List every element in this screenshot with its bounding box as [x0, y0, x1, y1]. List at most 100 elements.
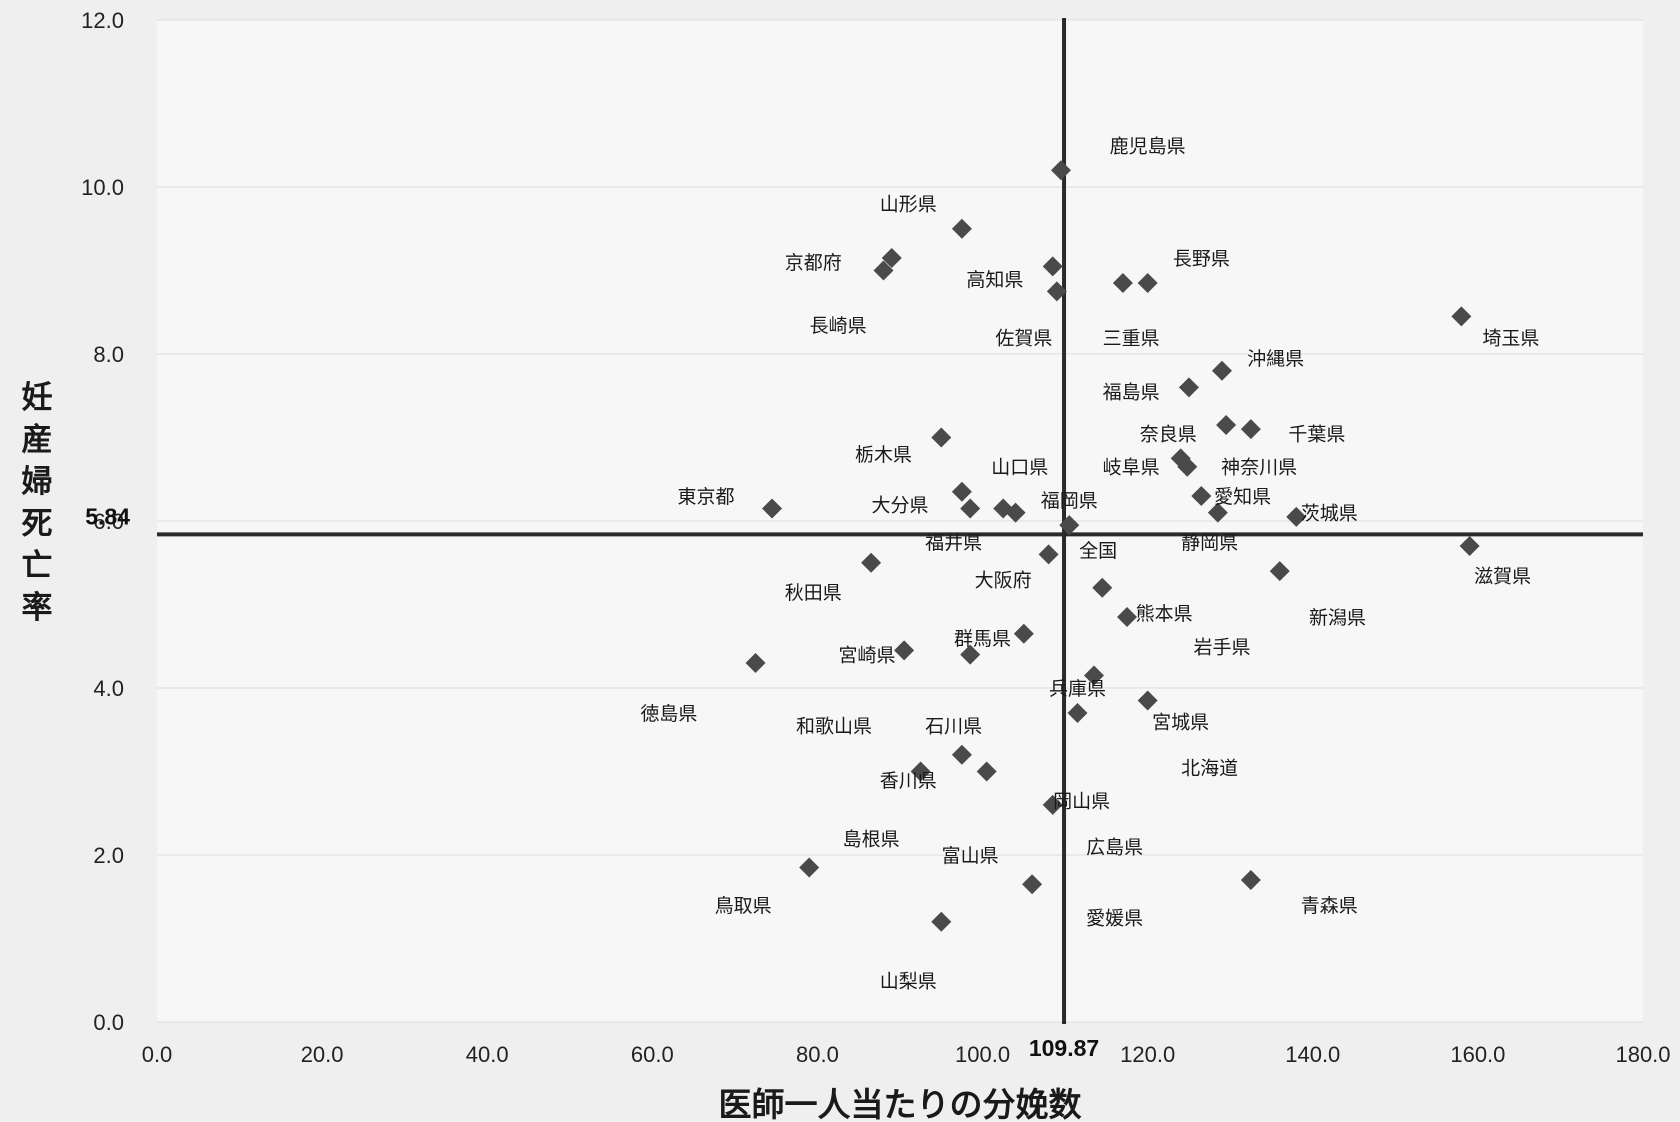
- y-tick-label: 6.0: [93, 509, 124, 534]
- data-point: [894, 640, 915, 661]
- data-point: [1059, 515, 1080, 536]
- point-label: 兵庫県: [1049, 678, 1106, 700]
- point-label: 静岡県: [1181, 532, 1238, 554]
- x-tick-label: 20.0: [301, 1042, 344, 1067]
- point-label: 愛媛県: [1086, 908, 1143, 930]
- data-point: [1067, 703, 1088, 724]
- point-label: 山形県: [880, 194, 937, 216]
- data-point: [951, 218, 972, 239]
- point-label: 福島県: [1103, 382, 1160, 404]
- data-point: [1177, 456, 1198, 477]
- point-label: 長野県: [1173, 248, 1230, 270]
- data-point: [1042, 794, 1063, 815]
- data-point: [1042, 256, 1063, 277]
- y-axis-title: 妊産婦死亡率: [21, 380, 53, 626]
- point-label: 新潟県: [1309, 607, 1366, 629]
- point-label: 岡山県: [1053, 791, 1110, 813]
- data-point: [951, 481, 972, 502]
- point-label: 高知県: [966, 269, 1023, 291]
- point-label: 福岡県: [1041, 490, 1098, 512]
- point-label: 北海道: [1181, 757, 1238, 779]
- x-tick-label: 140.0: [1285, 1042, 1340, 1067]
- data-point: [1178, 377, 1199, 398]
- data-point: [799, 857, 820, 878]
- point-label: 大分県: [871, 494, 928, 516]
- data-point: [1046, 281, 1067, 302]
- point-label: 神奈川県: [1221, 457, 1297, 479]
- data-point: [1005, 502, 1026, 523]
- point-label: 東京都: [677, 486, 734, 508]
- point-label: 愛知県: [1214, 486, 1271, 508]
- point-label: 埼玉県: [1482, 327, 1539, 349]
- point-label: 宮崎県: [838, 645, 895, 667]
- point-label: 群馬県: [954, 628, 1011, 650]
- data-point: [976, 761, 997, 782]
- y-tick-label: 4.0: [93, 676, 124, 701]
- x-tick-label: 160.0: [1450, 1042, 1505, 1067]
- point-label: 徳島県: [640, 703, 697, 725]
- point-label: 香川県: [880, 770, 937, 792]
- y-tick-label: 2.0: [93, 843, 124, 868]
- x-reference-label: 109.87: [1029, 1035, 1099, 1061]
- point-label: 大阪府: [975, 569, 1032, 591]
- data-point: [1286, 506, 1307, 527]
- data-point: [873, 260, 894, 281]
- data-point: [1013, 623, 1034, 644]
- data-point: [1211, 360, 1232, 381]
- data-point: [762, 498, 783, 519]
- point-label: 和歌山県: [796, 716, 872, 738]
- point-label: 山梨県: [880, 970, 937, 992]
- data-point: [1191, 485, 1212, 506]
- x-tick-label: 100.0: [955, 1042, 1010, 1067]
- data-point: [881, 247, 902, 268]
- point-label: 栃木県: [855, 444, 912, 466]
- y-tick-label: 12.0: [81, 8, 124, 33]
- data-point: [1112, 273, 1133, 294]
- gridlines: [157, 19, 1643, 1023]
- x-axis-title: 医師一人当たりの分娩数: [719, 1085, 1083, 1122]
- x-tick-label: 60.0: [631, 1042, 674, 1067]
- point-label: 全国: [1079, 540, 1117, 562]
- x-tick-label: 80.0: [796, 1042, 839, 1067]
- data-point: [1022, 874, 1043, 895]
- point-label: 奈良県: [1140, 423, 1197, 445]
- point-label: 宮城県: [1152, 711, 1209, 733]
- point-label: 京都府: [785, 252, 842, 274]
- data-point: [1137, 690, 1158, 711]
- point-label: 千葉県: [1288, 423, 1345, 445]
- data-point: [1137, 273, 1158, 294]
- data-point: [1240, 870, 1261, 891]
- axis-ticks: 0.0 2.0 4.0 6.0 8.0 10.0 12.0 0.0 20.0 40.0 60.0 80…: [81, 8, 1670, 1067]
- point-label: 青森県: [1301, 895, 1358, 917]
- data-point: [1240, 419, 1261, 440]
- data-point: [1084, 665, 1105, 686]
- point-label: 広島県: [1086, 837, 1143, 859]
- point-label: 富山県: [942, 845, 999, 867]
- data-point: [861, 552, 882, 573]
- point-label: 熊本県: [1136, 603, 1193, 625]
- data-point: [960, 498, 981, 519]
- data-point: [745, 652, 766, 673]
- point-label: 沖縄県: [1247, 348, 1304, 370]
- data-point: [1050, 160, 1071, 181]
- point-label: 長崎県: [810, 315, 867, 337]
- point-label: 岐阜県: [1103, 457, 1160, 479]
- point-label: 秋田県: [785, 582, 842, 604]
- x-tick-label: 40.0: [466, 1042, 509, 1067]
- point-label: 滋賀県: [1474, 565, 1531, 587]
- data-point: [931, 427, 952, 448]
- point-label: 福井県: [925, 532, 982, 554]
- y-reference-label: 5.84: [85, 503, 130, 529]
- data-point: [1269, 561, 1290, 582]
- data-point: [1207, 502, 1228, 523]
- point-label: 石川県: [925, 716, 982, 738]
- y-tick-label: 0.0: [93, 1010, 124, 1035]
- x-tick-label: 120.0: [1120, 1042, 1175, 1067]
- point-label: 鳥取県: [715, 895, 772, 917]
- x-tick-label: 180.0: [1615, 1042, 1670, 1067]
- data-point: [960, 644, 981, 665]
- data-point: [910, 761, 931, 782]
- point-label: 山口県: [991, 457, 1048, 479]
